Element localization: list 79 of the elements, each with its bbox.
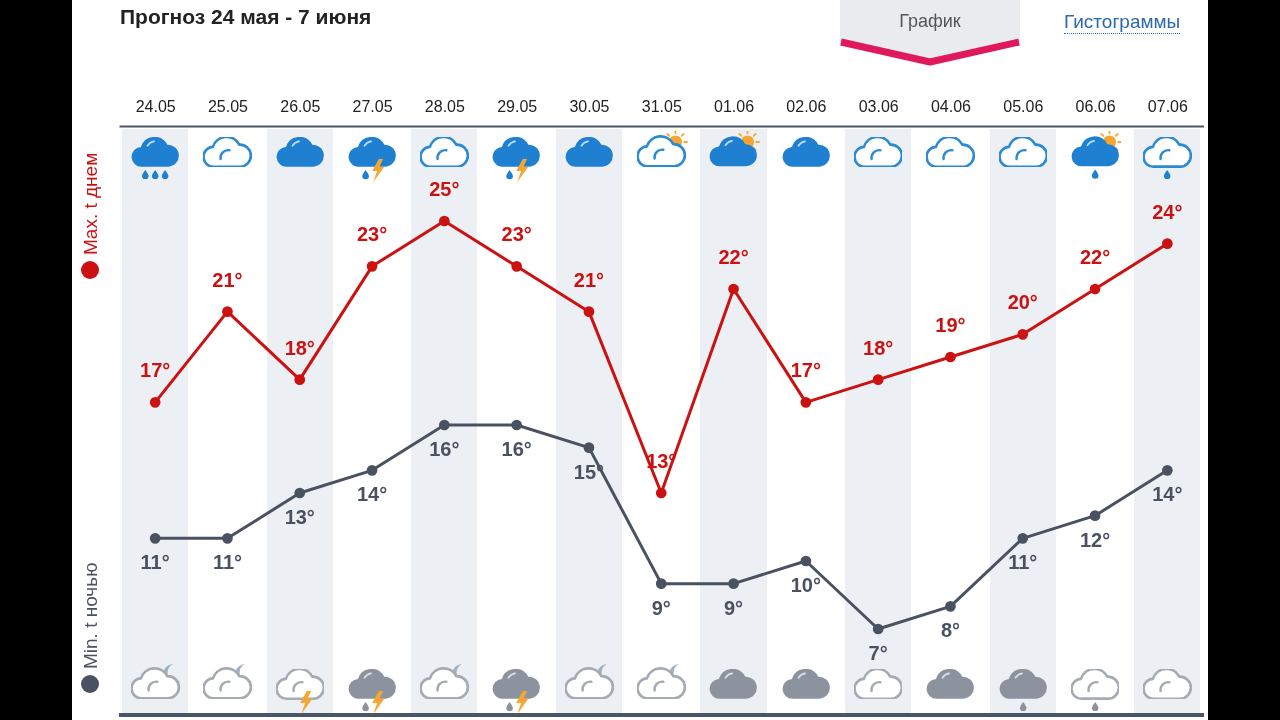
x-tick-label: 03.06 bbox=[858, 97, 899, 115]
point bbox=[945, 351, 956, 363]
chart-title: Прогноз 24 мая - 7 июня bbox=[120, 5, 372, 29]
point bbox=[1089, 283, 1101, 295]
data-label: 23° bbox=[356, 223, 388, 246]
data-label: 21° bbox=[212, 268, 243, 291]
x-tick-label: 30.05 bbox=[569, 97, 610, 115]
data-label: 8° bbox=[940, 619, 961, 642]
point bbox=[872, 374, 884, 386]
point bbox=[1089, 510, 1101, 522]
point bbox=[583, 442, 595, 454]
point bbox=[511, 419, 523, 431]
point bbox=[655, 578, 667, 590]
point bbox=[1161, 464, 1173, 476]
point bbox=[294, 487, 306, 499]
point bbox=[1017, 328, 1029, 340]
data-label: 14° bbox=[1152, 483, 1183, 506]
point bbox=[438, 419, 450, 431]
data-label: 9° bbox=[651, 596, 671, 619]
data-label: 23° bbox=[501, 223, 532, 246]
point bbox=[294, 374, 306, 386]
point bbox=[655, 487, 667, 499]
data-label: 22° bbox=[718, 246, 749, 268]
data-label: 18° bbox=[284, 336, 315, 359]
point bbox=[583, 306, 595, 318]
x-tick-label: 26.05 bbox=[280, 97, 321, 115]
point bbox=[149, 396, 161, 408]
data-label: 22° bbox=[1079, 246, 1111, 268]
data-label: 19° bbox=[935, 314, 966, 336]
point bbox=[728, 283, 739, 295]
point bbox=[872, 623, 884, 635]
x-tick-label: 29.05 bbox=[497, 97, 538, 115]
x-tick-label: 28.05 bbox=[424, 97, 465, 115]
data-label: 11° bbox=[212, 551, 243, 574]
text: График bbox=[898, 11, 962, 32]
text: Min. t ночью bbox=[80, 562, 101, 669]
x-tick-label: 07.06 bbox=[1147, 97, 1188, 115]
x-tick-label: 01.06 bbox=[714, 97, 755, 115]
data-label: 15° bbox=[573, 460, 605, 483]
point bbox=[366, 260, 378, 272]
point bbox=[728, 578, 739, 590]
x-tick-label: 25.05 bbox=[207, 97, 249, 115]
data-label: 24° bbox=[1152, 200, 1183, 223]
data-label: 13° bbox=[284, 506, 315, 528]
data-label: 21° bbox=[573, 268, 605, 291]
point bbox=[511, 260, 523, 272]
x-tick-label: 31.05 bbox=[641, 97, 682, 115]
x-tick-label: 27.05 bbox=[352, 97, 393, 115]
data-label: 18° bbox=[863, 336, 894, 359]
point bbox=[800, 555, 812, 567]
x-tick-label: 02.06 bbox=[786, 97, 827, 115]
data-label: 25° bbox=[429, 178, 460, 200]
data-label: 12° bbox=[1079, 528, 1111, 551]
point bbox=[1161, 238, 1173, 250]
data-label: 14° bbox=[356, 483, 388, 506]
point bbox=[366, 464, 378, 476]
x-tick-label: 04.06 bbox=[930, 97, 972, 115]
text: Гистограммы bbox=[1064, 11, 1181, 34]
point bbox=[438, 215, 450, 227]
x-tick-label: 06.06 bbox=[1075, 97, 1116, 115]
point bbox=[945, 600, 956, 612]
data-label: 7° bbox=[868, 642, 888, 664]
data-label: 20° bbox=[1007, 291, 1038, 314]
text: Max. t днем bbox=[80, 152, 101, 255]
point bbox=[222, 532, 233, 544]
data-label: 11° bbox=[1008, 551, 1038, 574]
data-label: 9° bbox=[723, 596, 744, 619]
data-label: 10° bbox=[790, 574, 821, 596]
data-label: 17° bbox=[790, 359, 821, 382]
data-label: 11° bbox=[140, 551, 170, 574]
point bbox=[222, 306, 233, 318]
data-label: 17° bbox=[140, 359, 171, 382]
data-label: 16° bbox=[429, 438, 460, 460]
data-label: 16° bbox=[501, 438, 532, 460]
point bbox=[149, 532, 161, 544]
x-tick-label: 24.05 bbox=[135, 97, 176, 115]
point bbox=[1017, 532, 1029, 544]
point bbox=[800, 396, 812, 408]
x-tick-label: 05.06 bbox=[1003, 97, 1044, 115]
